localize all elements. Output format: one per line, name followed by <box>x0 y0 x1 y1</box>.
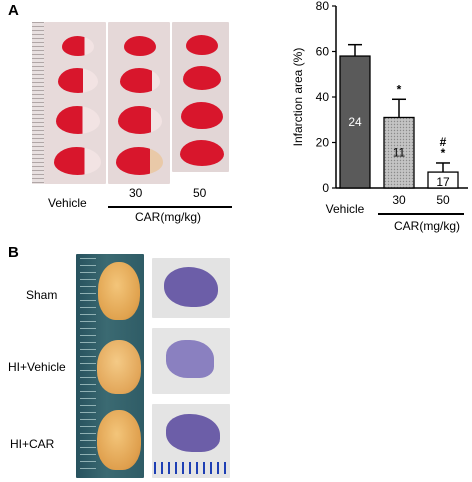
brain-slice <box>124 36 156 56</box>
photo-label-group: CAR(mg/kg) <box>135 210 202 224</box>
brain-slice <box>181 102 223 129</box>
bar-50 <box>427 171 459 189</box>
brain-slice <box>180 140 224 166</box>
y-tick-label: 60 <box>316 45 330 59</box>
whole-brain-hi-car <box>97 410 141 470</box>
brain-slice <box>54 147 101 175</box>
bar-30 <box>383 116 415 189</box>
brain-slice <box>56 106 100 134</box>
photo-label-dose-50: 50 <box>193 186 207 200</box>
group-label: CAR(mg/kg) <box>394 219 460 233</box>
brain-slice <box>58 68 98 93</box>
ruler-marks <box>80 258 96 474</box>
brain-slice <box>186 35 218 55</box>
panel-a-label: A <box>8 2 19 19</box>
category-label: Vehicle <box>326 202 365 216</box>
row-label-sham: Sham <box>26 288 58 302</box>
y-tick-label: 0 <box>322 181 329 195</box>
whole-brain-hi-vehicle <box>97 340 141 394</box>
category-label: 30 <box>392 193 406 207</box>
infarction-bar-chart: 0 20 40 60 80 Infarction area (%) 24 Vehicle 11 *… <box>291 0 468 233</box>
y-tick-label: 80 <box>316 0 330 13</box>
nissl-section-sham <box>164 267 218 307</box>
section-scale-ruler <box>154 462 228 474</box>
bar-label: 11 <box>393 146 406 160</box>
ruler-strip <box>32 22 44 184</box>
panel-b-label: B <box>8 244 19 261</box>
brain-slice <box>120 68 160 93</box>
significance-mark: * <box>397 82 402 96</box>
y-axis-label: Infarction area (%) <box>291 48 305 147</box>
category-label: 50 <box>436 193 450 207</box>
row-label-hi-vehicle: HI+Vehicle <box>8 360 66 374</box>
photo-label-dose-30: 30 <box>129 186 143 200</box>
bar-label: 17 <box>436 175 450 189</box>
significance-mark: # <box>440 135 447 149</box>
bar-label: 24 <box>348 115 362 129</box>
brain-slice <box>116 147 163 175</box>
bar-vehicle <box>339 55 371 189</box>
y-tick-label: 40 <box>316 90 330 104</box>
nissl-section-hi-car <box>166 414 220 452</box>
y-tick-label: 20 <box>316 136 330 150</box>
significance-mark: * <box>441 146 446 160</box>
brain-slice <box>118 106 162 134</box>
whole-brain-sham <box>98 262 140 320</box>
nissl-section-hi-vehicle <box>166 340 214 378</box>
row-label-hi-car: HI+CAR <box>10 437 55 451</box>
photo-label-vehicle: Vehicle <box>48 196 87 210</box>
brain-slice <box>62 36 94 56</box>
brain-slice <box>183 66 221 90</box>
photo-group-line <box>108 206 232 208</box>
